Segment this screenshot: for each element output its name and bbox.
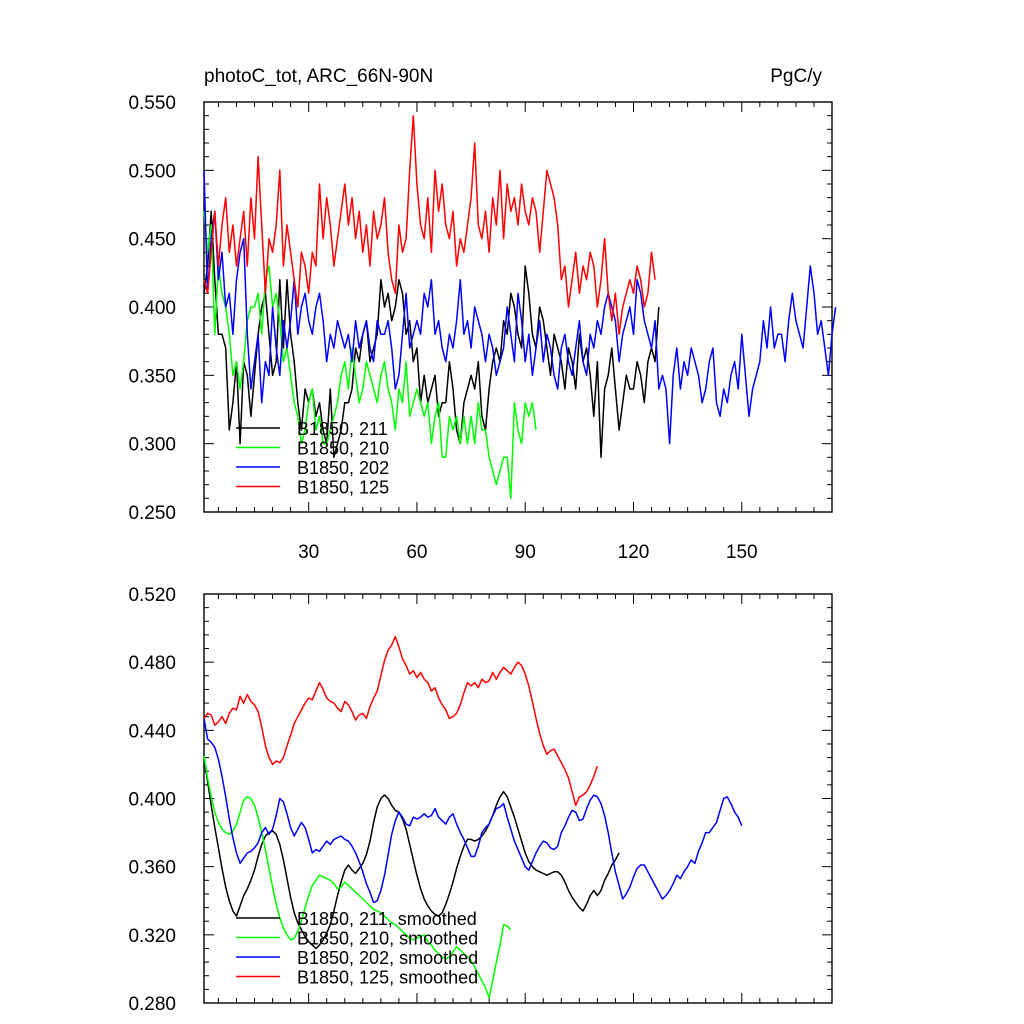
y-tick-label: 0.400 [128, 790, 176, 811]
y-tick-label: 0.450 [128, 230, 176, 251]
legend-label: B1850, 125, smoothed [297, 968, 478, 988]
legend-label: B1850, 202, smoothed [297, 948, 478, 968]
legend-label: B1850, 210 [297, 439, 389, 459]
legend-label: B1850, 210, smoothed [297, 929, 478, 949]
y-tick-label: 0.440 [128, 721, 176, 742]
x-tick-label: 30 [298, 542, 319, 563]
series-line-4 [203, 114, 656, 336]
series-line-4 [203, 635, 599, 807]
y-tick-label: 0.250 [128, 503, 176, 524]
y-tick-label: 0.350 [128, 366, 176, 387]
legend-label: B1850, 125 [297, 478, 389, 498]
y-tick-label: 0.320 [128, 926, 176, 947]
series-line-3 [203, 170, 837, 445]
y-tick-label: 0.300 [128, 435, 176, 456]
panel-title-right: PgC/y [770, 66, 822, 87]
legend-label: B1850, 202 [297, 458, 389, 478]
series-line-3 [203, 718, 743, 904]
panel-top: photoC_tot, ARC_66N-90N PgC/y 0.250 0.300… [128, 66, 837, 563]
y-tick-label: 0.500 [128, 161, 176, 182]
x-tick-label: 120 [618, 542, 650, 563]
series-line-2 [203, 211, 537, 500]
legend-label: B1850, 211, smoothed [297, 909, 477, 929]
y-tick-label: 0.280 [128, 994, 176, 1015]
x-tick-label: 150 [726, 542, 758, 563]
legend-label: B1850, 211 [297, 419, 388, 439]
x-tick-label: 90 [515, 542, 536, 563]
series-line-1 [203, 759, 620, 950]
panel-bottom: 0.280 0.320 0.360 0.400 0.440 0.480 0.520 B1850… [128, 585, 833, 1015]
y-tick-label: 0.480 [128, 653, 176, 674]
panel-title-left: photoC_tot, ARC_66N-90N [204, 66, 433, 87]
x-tick-label: 60 [406, 542, 427, 563]
y-tick-label: 0.550 [128, 93, 176, 114]
series-line-2 [203, 755, 512, 999]
y-tick-label: 0.400 [128, 298, 176, 319]
y-tick-label: 0.520 [128, 585, 176, 606]
y-tick-label: 0.360 [128, 858, 176, 879]
